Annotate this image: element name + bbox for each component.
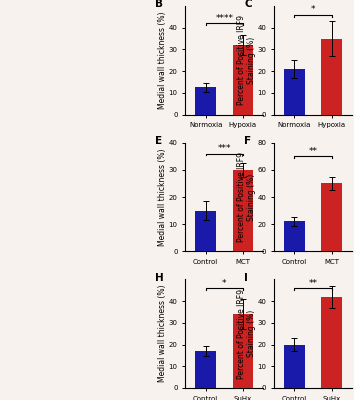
Y-axis label: Medial wall thickness (%): Medial wall thickness (%) — [158, 12, 167, 109]
Y-axis label: Percent of Positive IRF9
Staining (%): Percent of Positive IRF9 Staining (%) — [236, 289, 256, 379]
Bar — [284, 69, 305, 115]
Text: F: F — [244, 136, 251, 146]
Bar — [233, 170, 253, 251]
Y-axis label: Percent of Positive IRF9
Staining (%): Percent of Positive IRF9 Staining (%) — [236, 15, 256, 105]
Y-axis label: Medial wall thickness (%): Medial wall thickness (%) — [158, 148, 167, 246]
Text: *: * — [222, 279, 227, 288]
Bar — [284, 222, 305, 251]
Bar — [195, 210, 216, 251]
Bar — [233, 45, 253, 115]
Text: H: H — [155, 273, 164, 283]
Bar — [284, 344, 305, 388]
Text: B: B — [155, 0, 164, 10]
Bar — [195, 88, 216, 115]
Bar — [321, 297, 342, 388]
Text: I: I — [244, 273, 248, 283]
Text: **: ** — [309, 279, 318, 288]
Text: **: ** — [309, 147, 318, 156]
Text: ***: *** — [217, 144, 231, 153]
Y-axis label: Medial wall thickness (%): Medial wall thickness (%) — [158, 285, 167, 382]
Text: E: E — [155, 136, 162, 146]
Text: C: C — [244, 0, 252, 10]
Y-axis label: Percent of Positive IRF9
Staining (%): Percent of Positive IRF9 Staining (%) — [236, 152, 256, 242]
Bar — [321, 184, 342, 251]
Text: ****: **** — [215, 14, 233, 23]
Text: *: * — [311, 5, 315, 14]
Bar — [195, 351, 216, 388]
Bar — [321, 38, 342, 115]
Bar — [233, 314, 253, 388]
